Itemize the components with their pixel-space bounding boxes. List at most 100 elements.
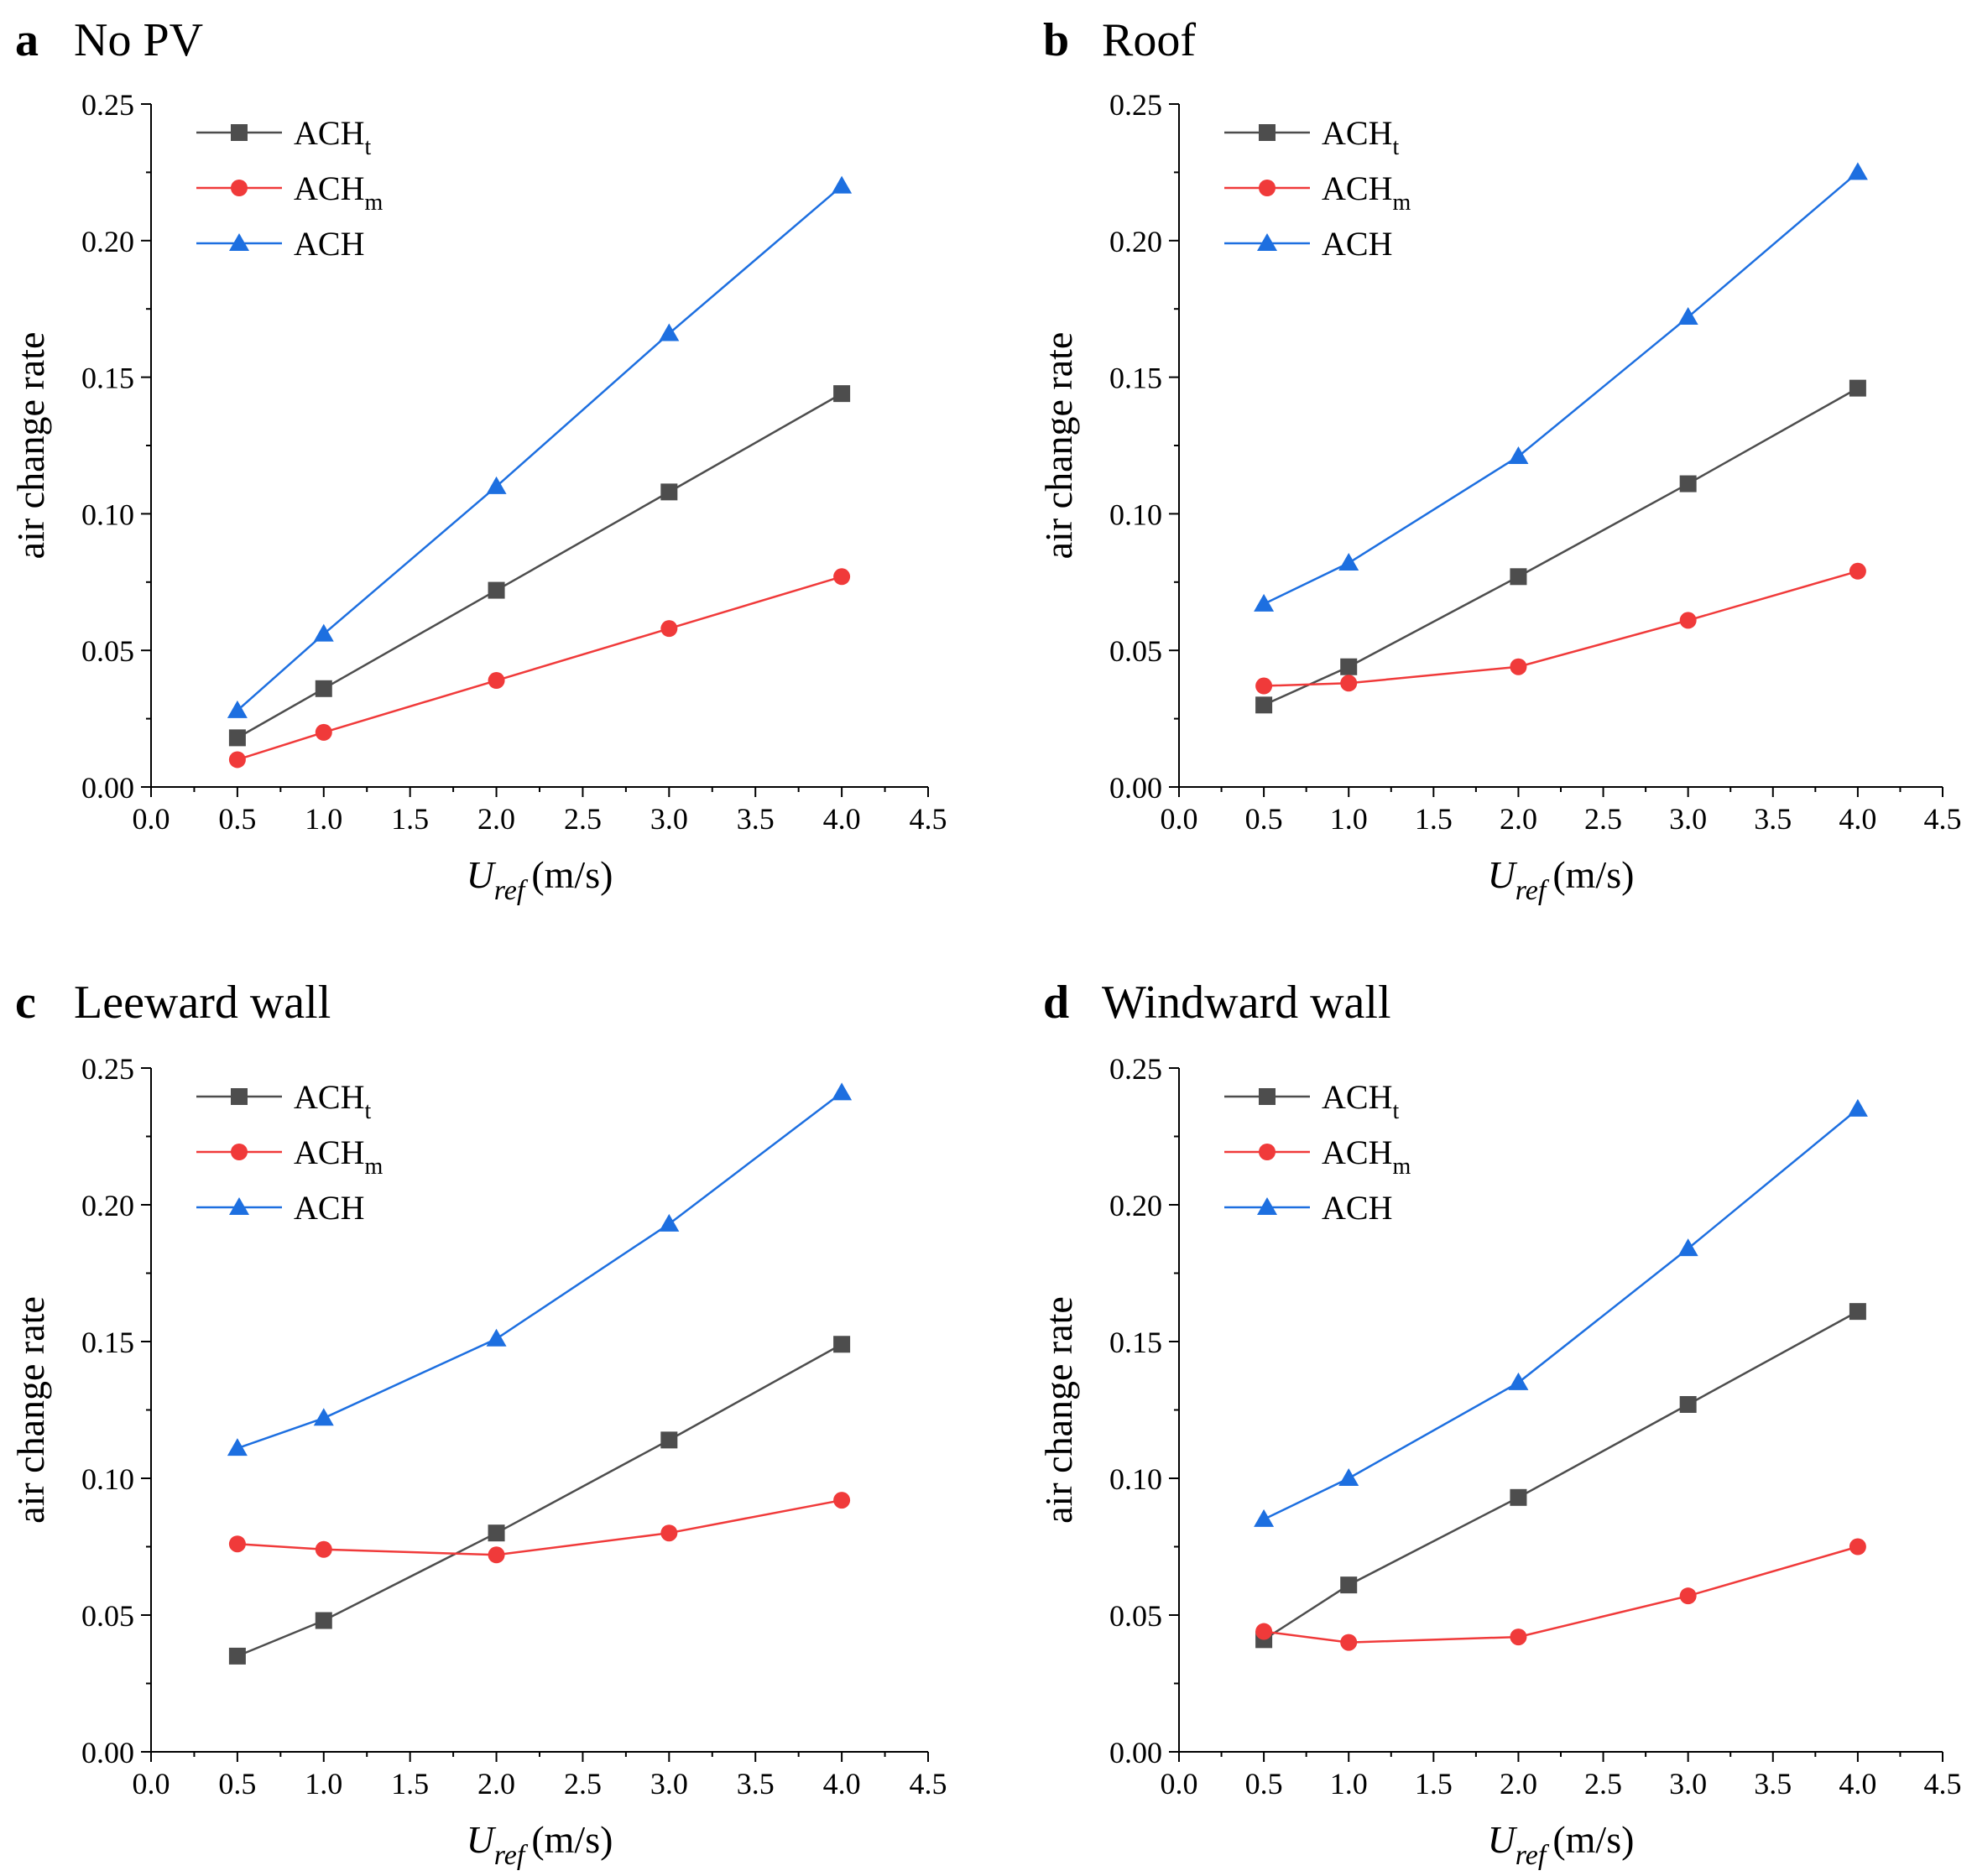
x-tick-label: 2.5 bbox=[1584, 802, 1622, 836]
legend-marker-ACHm bbox=[1259, 180, 1276, 196]
y-tick-label: 0.25 bbox=[81, 1052, 134, 1086]
data-point-ACH bbox=[659, 1213, 680, 1232]
data-point-ACHt bbox=[228, 729, 246, 747]
y-tick-label: 0.15 bbox=[1109, 1326, 1162, 1359]
data-point-ACHt bbox=[833, 385, 851, 403]
data-point-ACHt bbox=[660, 1431, 678, 1449]
x-tick-label: 4.5 bbox=[1924, 1767, 1962, 1800]
data-point-ACHm bbox=[315, 1540, 332, 1558]
x-tick-label: 3.5 bbox=[737, 1767, 775, 1800]
x-tick-label: 4.0 bbox=[1839, 1767, 1876, 1800]
data-point-ACH bbox=[313, 623, 334, 642]
data-point-ACHt bbox=[1255, 696, 1273, 714]
legend-label-base: ACH bbox=[294, 225, 364, 263]
data-point-ACH bbox=[1508, 446, 1529, 465]
x-tick-label: 3.5 bbox=[1754, 1767, 1792, 1800]
data-point-ACH bbox=[659, 323, 680, 341]
legend-label-base: ACH bbox=[294, 1133, 364, 1171]
x-tick-label: 4.0 bbox=[823, 1767, 861, 1800]
x-axis-title-symbol: U bbox=[1488, 853, 1518, 896]
x-axis-title-subscript: ref bbox=[1516, 1840, 1550, 1871]
data-point-ACH bbox=[1338, 1468, 1359, 1486]
data-point-ACH bbox=[1338, 553, 1359, 571]
x-tick-label: 0.0 bbox=[1161, 802, 1198, 836]
data-point-ACHm bbox=[1510, 1628, 1527, 1646]
x-tick-label: 3.0 bbox=[650, 1767, 688, 1800]
data-point-ACHt bbox=[1679, 1395, 1697, 1413]
legend-label-ACHm: ACHm bbox=[1322, 169, 1411, 216]
x-axis-title-unit: (m/s) bbox=[531, 853, 613, 896]
data-point-ACHm bbox=[1340, 675, 1358, 692]
x-axis-title-symbol: U bbox=[467, 1818, 497, 1861]
x-tick-label: 3.5 bbox=[737, 802, 775, 836]
data-point-ACHt bbox=[833, 1336, 851, 1353]
y-tick-label: 0.10 bbox=[1109, 498, 1162, 531]
data-point-ACHm bbox=[228, 1535, 246, 1553]
data-point-ACHm bbox=[315, 723, 332, 741]
data-point-ACHt bbox=[660, 483, 678, 501]
legend-marker-ACH bbox=[1257, 233, 1277, 251]
legend-marker-ACHt bbox=[1259, 1088, 1276, 1105]
legend-marker-ACHt bbox=[1259, 124, 1276, 141]
x-tick-label: 2.0 bbox=[477, 1767, 515, 1800]
y-tick-label: 0.25 bbox=[81, 88, 134, 122]
x-tick-label: 2.0 bbox=[1500, 1767, 1537, 1800]
data-point-ACHm bbox=[228, 751, 246, 769]
chart-panel-a: a No PV 0.00 0.05 0.10 0.15 0.20 0.25 0.0 0.5 1.0 1… bbox=[9, 14, 947, 906]
data-point-ACH bbox=[486, 1328, 507, 1347]
x-tick-label: 2.5 bbox=[564, 1767, 602, 1800]
x-axis-title-subscript: ref bbox=[494, 875, 529, 906]
x-tick-label: 3.5 bbox=[1754, 802, 1792, 836]
legend-label-ACHm: ACHm bbox=[1322, 1133, 1411, 1180]
x-axis-title: Uref (m/s) bbox=[1488, 853, 1635, 906]
y-tick-label: 0.20 bbox=[1109, 225, 1162, 258]
data-point-ACHm bbox=[1255, 677, 1273, 695]
y-axis-title: air change rate bbox=[1037, 332, 1080, 560]
x-tick-label: 1.5 bbox=[391, 802, 429, 836]
x-tick-label: 0.5 bbox=[218, 802, 256, 836]
y-tick-label: 0.20 bbox=[81, 225, 134, 258]
data-point-ACHm bbox=[660, 620, 678, 638]
legend-label-ACHm: ACHm bbox=[294, 169, 383, 216]
data-point-ACHt bbox=[315, 680, 332, 697]
x-axis-title-symbol: U bbox=[1488, 1818, 1518, 1861]
x-tick-label: 2.0 bbox=[477, 802, 515, 836]
data-point-ACHm bbox=[1510, 658, 1527, 675]
data-point-ACHt bbox=[1849, 379, 1866, 397]
x-tick-label: 1.0 bbox=[1330, 1767, 1368, 1800]
legend-label-base: ACH bbox=[294, 114, 364, 152]
data-point-ACH bbox=[1847, 162, 1868, 180]
data-point-ACHt bbox=[488, 581, 505, 599]
x-tick-label: 2.5 bbox=[1584, 1767, 1622, 1800]
data-point-ACH bbox=[832, 175, 853, 194]
y-tick-label: 0.20 bbox=[81, 1189, 134, 1222]
x-tick-label: 3.0 bbox=[1669, 1767, 1707, 1800]
y-tick-label: 0.05 bbox=[81, 1599, 134, 1633]
legend-label-subscript: m bbox=[1392, 190, 1411, 216]
data-point-ACH bbox=[1847, 1098, 1868, 1117]
x-axis-title-subscript: ref bbox=[494, 1840, 529, 1871]
panel-title: No PV bbox=[74, 14, 203, 66]
data-point-ACHm bbox=[488, 672, 505, 690]
data-point-ACHm bbox=[833, 1492, 851, 1509]
legend-label-ACHt: ACHt bbox=[294, 1078, 371, 1124]
y-tick-label: 0.25 bbox=[1109, 1052, 1162, 1086]
legend-label-ACHt: ACHt bbox=[1322, 114, 1399, 160]
y-tick-label: 0.05 bbox=[1109, 634, 1162, 668]
data-point-ACH bbox=[1677, 306, 1698, 325]
series-line-ACHt bbox=[1263, 387, 1859, 706]
x-tick-label: 0.0 bbox=[133, 1767, 170, 1800]
data-point-ACHm bbox=[1255, 1623, 1273, 1640]
legend-label-ACHt: ACHt bbox=[1322, 1078, 1399, 1124]
x-axis-title-unit: (m/s) bbox=[1552, 853, 1634, 896]
legend-label-ACH: ACH bbox=[1322, 225, 1392, 263]
legend-marker-ACHt bbox=[231, 1088, 248, 1105]
x-tick-label: 4.5 bbox=[910, 802, 947, 836]
legend-marker-ACHt bbox=[231, 124, 248, 141]
legend-label-base: ACH bbox=[1322, 225, 1392, 263]
y-tick-label: 0.25 bbox=[1109, 88, 1162, 122]
x-axis-title-subscript: ref bbox=[1516, 875, 1550, 906]
data-point-ACH bbox=[1677, 1238, 1698, 1257]
data-point-ACHt bbox=[1510, 568, 1527, 586]
